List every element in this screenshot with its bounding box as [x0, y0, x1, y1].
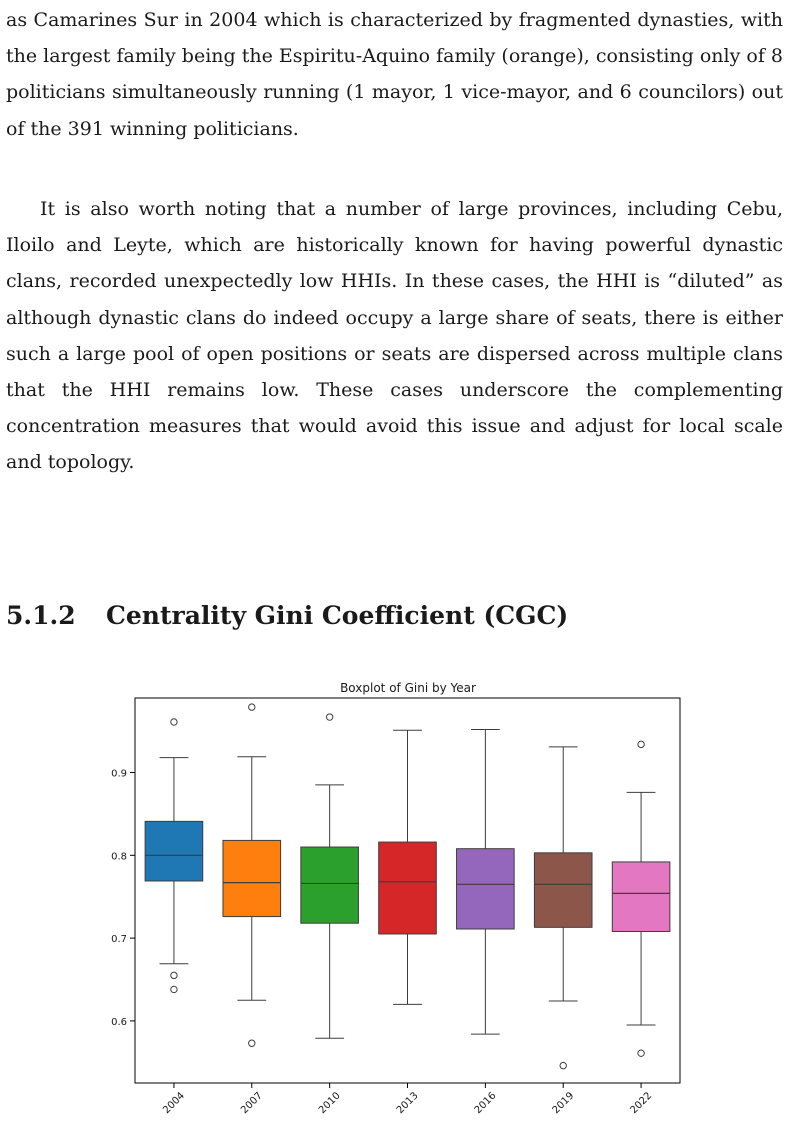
box-2013 [378, 841, 437, 935]
section-title: Centrality Gini Coefficient (CGC) [106, 601, 569, 630]
box-2004 [144, 820, 204, 882]
box-2022 [611, 861, 671, 932]
y-tick-label: 0.8 [111, 851, 127, 862]
box-2016 [456, 848, 515, 930]
x-tick-label: 2016 [473, 1090, 499, 1116]
y-tick-label: 0.7 [111, 934, 127, 945]
outlier-point [559, 1061, 567, 1070]
x-tick-label: 2022 [628, 1090, 654, 1116]
box-2010 [300, 846, 359, 924]
chart-title: Boxplot of Gini by Year [340, 681, 476, 695]
outlier-point [170, 985, 178, 994]
outlier-point [637, 1049, 645, 1057]
body-paragraph-2: It is also worth noting that a number of… [6, 198, 783, 474]
box-2019 [533, 852, 593, 928]
section-number: 5.1.2 [6, 601, 76, 630]
gini-boxplot-figure: Boxplot of Gini by Year 0.6 0.7 0.8 0.9 2004… [0, 670, 789, 1122]
x-tick-label: 2004 [161, 1090, 187, 1116]
outlier-point [248, 703, 256, 711]
y-tick-label: 0.9 [111, 769, 127, 780]
body-paragraph-1: as Camarines Sur in 2004 which is charac… [6, 9, 783, 140]
x-tick-label: 2013 [395, 1090, 421, 1116]
plot-frame [134, 697, 681, 1084]
y-tick-label: 0.6 [111, 1017, 127, 1028]
x-tick-label: 2010 [317, 1090, 343, 1116]
outlier-point [637, 740, 645, 749]
outlier-point [170, 718, 178, 726]
x-tick-label: 2019 [551, 1090, 577, 1116]
outlier-point [248, 1039, 256, 1047]
section-heading: 5.1.2 Centrality Gini Coefficient (CGC) [6, 596, 783, 636]
box-2007 [222, 839, 282, 918]
gini-boxplot-chart: Boxplot of Gini by Year 0.6 0.7 0.8 0.9 2004… [111, 681, 681, 1116]
outlier-point [325, 713, 334, 721]
x-tick-label: 2007 [239, 1090, 265, 1116]
outlier-point [170, 971, 178, 980]
